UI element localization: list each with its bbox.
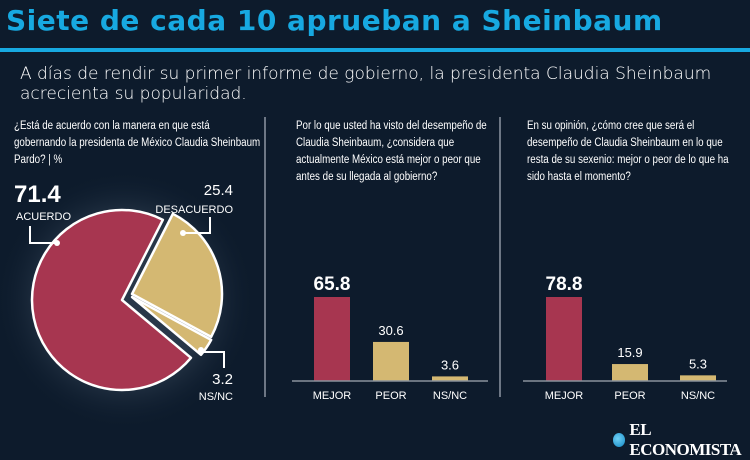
bar-mejor [546,297,582,381]
pie-value-nsnc: 3.2 [212,371,233,388]
bar-peor [373,341,409,381]
leader-line-desacuerdo [183,217,211,234]
globe-icon [613,433,626,447]
bar-category-label: PEOR [375,390,406,402]
divider [264,117,266,397]
leader-line-acuerdo [29,226,57,244]
charts: 71.4 ACUERDO 25.4 DESACUERDO 3.2 NS/NC 65.8 ME… [0,170,727,430]
pie-slice-nsnc [130,295,213,357]
pie-label-acuerdo: ACUERDO [16,211,71,223]
bar-category-label: NS/NC [433,390,467,402]
pie-value-acuerdo: 71.4 [14,181,61,208]
bar1-question: Por lo que usted ha visto del desempeño … [296,120,487,183]
bar-category-label: MEJOR [313,390,352,402]
title-rule [0,48,750,52]
bar-peor [612,364,648,381]
bar-category-label: PEOR [614,390,645,402]
bar-value-label: 3.6 [441,357,459,372]
bar-value-label: 15.9 [617,345,642,360]
bar-mejor [314,297,350,381]
bar-nsnc [680,375,716,381]
el-economista-logo: EL ECONOMISTA [613,420,750,460]
subtitle: A días de rendir su primer informe de go… [20,64,712,104]
bar2-question: En su opinión, ¿cómo cree que será el de… [527,120,729,183]
leader-dot [198,347,204,353]
bar-category-label: NS/NC [681,390,715,402]
divider [499,117,501,397]
pie-slice-desacuerdo [130,212,224,339]
bar-category-label: MEJOR [545,390,584,402]
pie-slice-acuerdo [30,208,193,392]
leader-dot [54,240,60,246]
page-title: Siete de cada 10 aprueban a Sheinbaum [6,4,663,37]
bar-value-label: 65.8 [314,274,351,295]
bar-value-label: 30.6 [378,323,403,338]
bar-value-label: 78.8 [546,274,583,295]
pie-label-desacuerdo: DESACUERDO [155,204,233,216]
pie-value-desacuerdo: 25.4 [204,182,233,199]
pie-question: ¿Está de acuerdo con la manera en que es… [14,120,261,166]
leader-dot [180,230,186,236]
leader-line-nsnc [201,351,225,368]
bar-value-label: 5.3 [689,356,707,371]
bar-nsnc [432,376,468,381]
pie-label-nsnc: NS/NC [199,391,233,403]
